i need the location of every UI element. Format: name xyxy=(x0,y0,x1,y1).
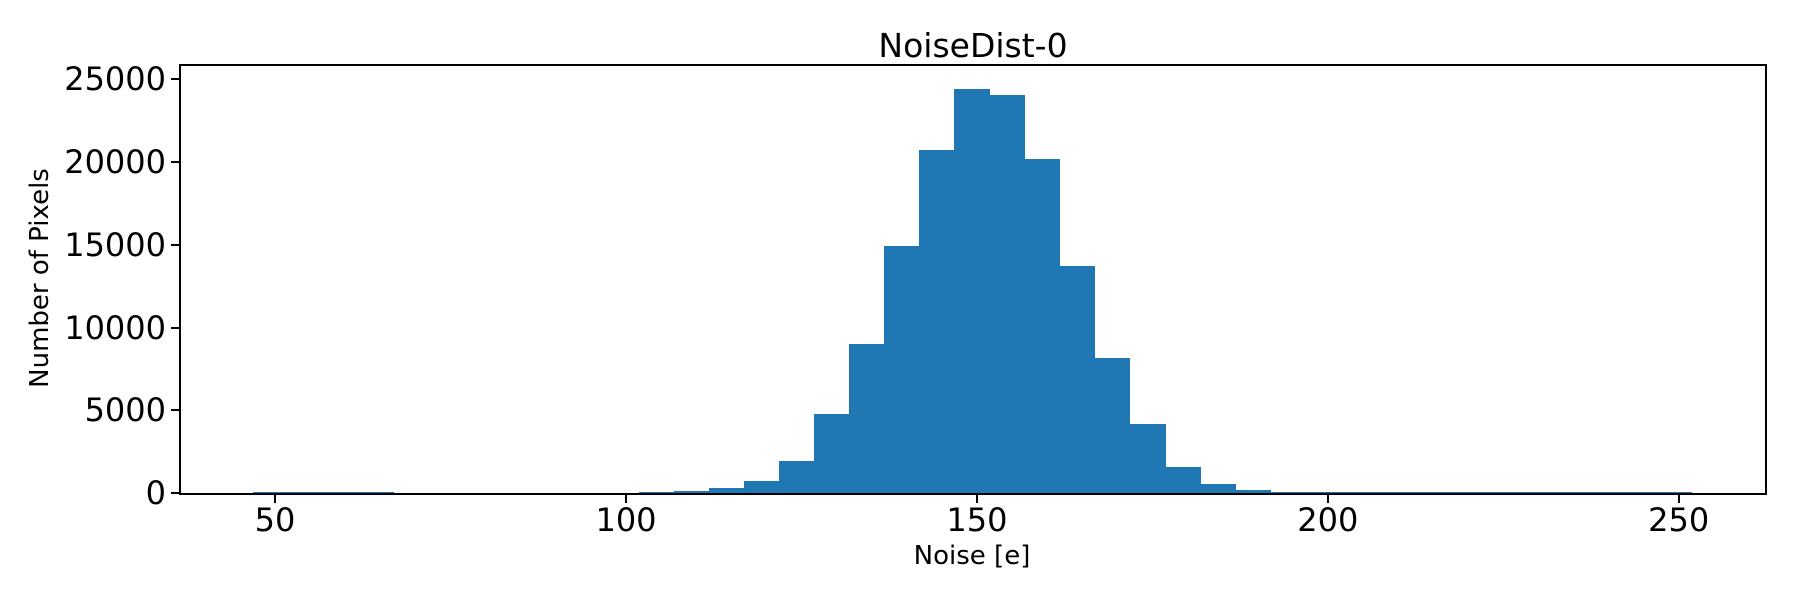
y-tick-mark xyxy=(171,243,179,246)
y-tick-mark xyxy=(171,78,179,81)
histogram-bar xyxy=(989,94,1026,493)
histogram-bar xyxy=(1515,491,1552,493)
histogram-bar xyxy=(1129,423,1166,493)
y-tick-label: 10000 xyxy=(64,308,166,347)
y-tick-label: 5000 xyxy=(84,391,166,430)
histogram-bar xyxy=(357,491,394,493)
x-axis-label: Noise [e] xyxy=(913,541,1031,571)
histogram-bar xyxy=(743,481,780,493)
histogram-bar xyxy=(1550,491,1587,493)
x-tick-label: 200 xyxy=(1297,501,1359,539)
histogram-bar xyxy=(1270,491,1306,493)
x-tick-mark xyxy=(625,495,627,503)
histogram-bar xyxy=(814,413,850,493)
histogram-bar xyxy=(1094,357,1131,493)
y-tick-label: 20000 xyxy=(64,143,166,181)
histogram-bar xyxy=(778,460,815,493)
y-tick-label: 0 xyxy=(145,474,166,512)
histogram-bar xyxy=(1480,491,1517,493)
y-tick-label: 15000 xyxy=(64,225,166,264)
histogram-bar xyxy=(1410,491,1447,493)
histogram-bar xyxy=(287,491,324,493)
histogram-bar xyxy=(1445,491,1482,493)
histogram-bar xyxy=(954,88,991,493)
histogram-bar xyxy=(322,491,359,493)
histogram-bar xyxy=(1200,483,1236,493)
y-tick-mark xyxy=(171,409,179,412)
histogram-bar xyxy=(1164,466,1201,493)
histogram-bar xyxy=(1375,491,1412,493)
x-tick-mark xyxy=(274,495,276,503)
x-tick-label: 50 xyxy=(254,501,296,539)
histogram-bar xyxy=(638,491,675,493)
histogram-bar xyxy=(919,149,955,493)
histogram-bar xyxy=(1024,159,1061,493)
plot-area xyxy=(179,64,1767,495)
histogram-bar xyxy=(849,343,885,493)
histogram-bar xyxy=(1305,491,1341,493)
histogram-bar xyxy=(1235,489,1271,493)
histogram-bar xyxy=(252,491,289,493)
x-tick-mark xyxy=(975,495,978,503)
x-tick-label: 250 xyxy=(1648,501,1710,539)
histogram-bar xyxy=(1656,491,1692,493)
x-tick-label: 150 xyxy=(946,501,1008,539)
histogram-bar xyxy=(708,488,745,493)
x-tick-label: 100 xyxy=(595,501,657,539)
histogram-bar xyxy=(673,490,710,493)
histogram-bar xyxy=(1059,266,1096,493)
histogram-bar xyxy=(1621,491,1657,493)
x-tick-mark xyxy=(1677,495,1680,503)
y-tick-mark xyxy=(171,492,179,494)
histogram-bar xyxy=(1586,491,1622,493)
y-tick-mark xyxy=(171,326,179,329)
y-axis-label: Number of Pixels xyxy=(25,168,55,388)
histogram-bar xyxy=(884,246,920,493)
y-tick-label: 25000 xyxy=(64,60,166,99)
histogram-bar xyxy=(1340,491,1377,493)
x-tick-mark xyxy=(1326,495,1329,503)
chart-title: NoiseDist-0 xyxy=(878,26,1068,65)
y-tick-mark xyxy=(171,161,179,163)
